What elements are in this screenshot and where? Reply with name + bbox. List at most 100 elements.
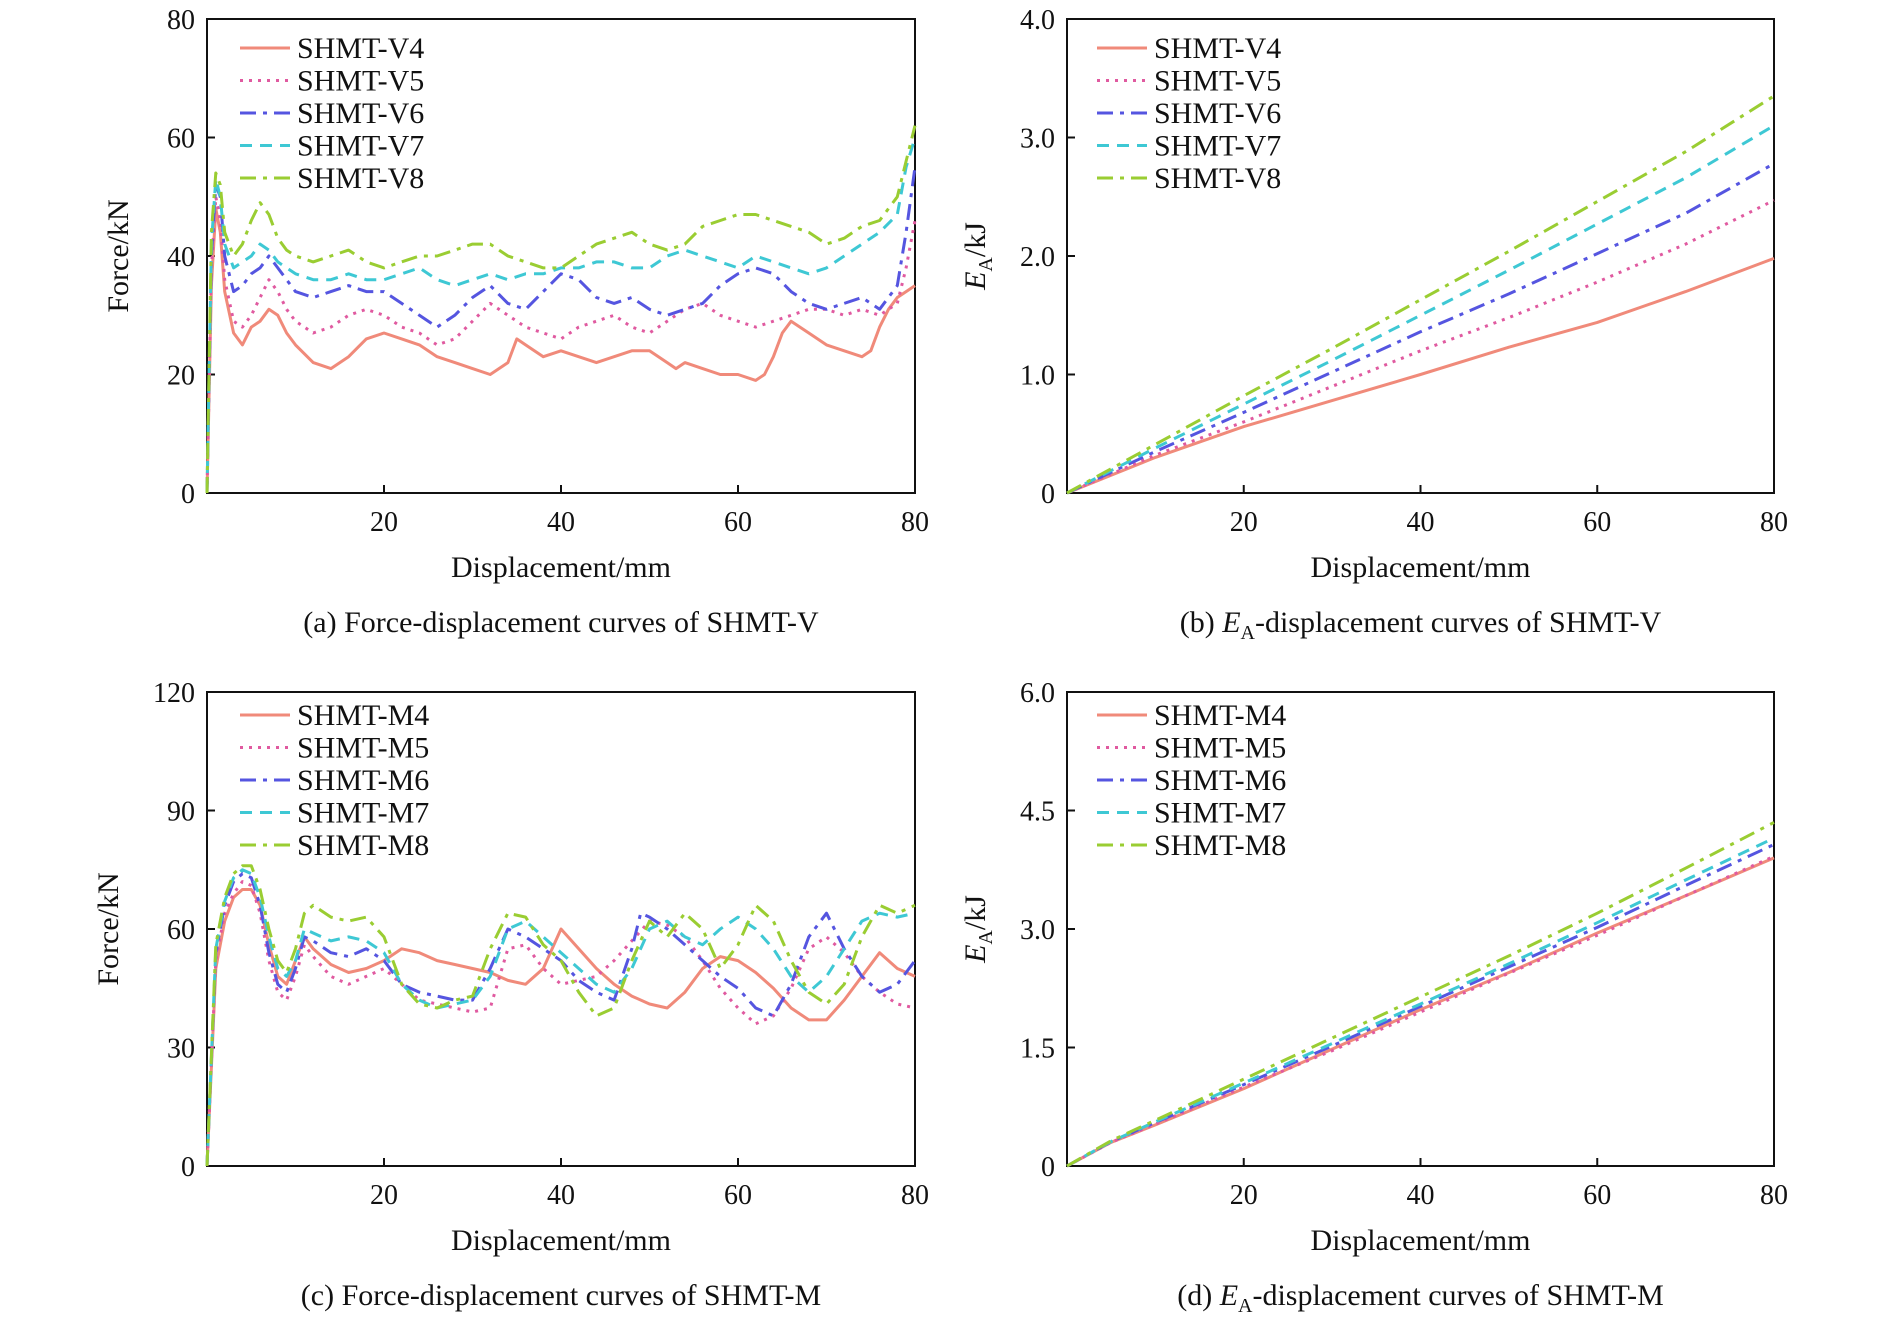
y-tick-label: 0 [181,1152,195,1183]
series-line-shmt-v4 [1066,256,1775,495]
legend-label: SHMT-V6 [1154,97,1281,130]
y-tick-label: 2.0 [1020,242,1055,273]
x-axis-title: Displacement/mm [451,551,671,584]
x-tick-label: 60 [1583,507,1611,538]
series-line-shmt-m4 [1066,856,1775,1168]
panel-caption: (c) Force-displacement curves of SHMT-M [301,1279,821,1312]
y-tick-label: 0 [1041,1152,1055,1183]
series-line-shmt-v7 [205,137,917,494]
legend-label: SHMT-V5 [297,65,424,98]
series-line-shmt-v8 [205,125,917,494]
y-tick-label: 30 [167,1034,195,1065]
legend-label: SHMT-M5 [297,732,429,765]
x-axis-title: Displacement/mm [451,1224,671,1257]
label-text: -displacement curves of SHMT-V [1255,606,1662,639]
x-tick-label: 80 [901,1180,929,1211]
series-line-shmt-m8 [205,864,916,1167]
label-text: /kJ [959,222,992,257]
x-tick-label: 40 [547,507,575,538]
y-tick-label: 6.0 [1020,678,1055,709]
legend-label: SHMT-M8 [297,829,429,862]
symbol-e: E [1219,1279,1238,1312]
series-line-shmt-m7 [205,868,916,1167]
series-line-shmt-v8 [1066,94,1775,495]
chart-panel-c: 20 40 60 80 0 30 60 90 120 Displacement/mm Force/k… [92,678,929,1312]
y-tick-label: 0 [1041,479,1055,510]
y-tick-label: 60 [167,915,195,946]
series-line-shmt-m8 [1066,821,1775,1168]
y-axis-title: EA/kJ [959,895,997,964]
y-tick-label: 0 [181,479,195,510]
legend-label: SHMT-M4 [1154,699,1286,732]
panel-caption: (b) EA-displacement curves of SHMT-V [1180,606,1662,644]
legend-label: SHMT-M7 [297,797,429,830]
subscript-a: A [975,930,997,945]
y-tick-label: 4.0 [1020,5,1055,36]
y-axis-title: EA/kJ [959,222,997,291]
x-tick-label: 40 [547,1180,575,1211]
x-tick-label: 80 [901,507,929,538]
legend-label: SHMT-V5 [1154,65,1281,98]
legend-label: SHMT-M4 [297,699,429,732]
x-tick-label: 20 [370,507,398,538]
symbol-e: E [1221,606,1240,639]
legend-label: SHMT-V4 [1154,32,1281,65]
subscript-a: A [975,257,997,272]
chart-panel-d: 20 40 60 8001.53.04.56.0Displacement/mmEA/k… [959,678,1788,1317]
legend-label: SHMT-M6 [1154,764,1286,797]
x-tick-label: 80 [1760,1180,1788,1211]
y-axis-title: Force/kN [92,872,125,985]
legend-label: SHMT-V6 [297,97,424,130]
x-tick-label: 60 [724,507,752,538]
symbol-e: E [959,945,992,964]
x-tick-label: 60 [724,1180,752,1211]
label-text: /kJ [959,895,992,930]
label-text: (b) [1180,606,1222,639]
series-line-shmt-m6 [205,872,917,1167]
subscript-a: A [1238,1295,1253,1317]
legend-label: SHMT-M5 [1154,732,1286,765]
x-tick-label: 20 [1230,1180,1258,1211]
series-line-shmt-v5 [1066,198,1775,495]
panel-caption: (a) Force-displacement curves of SHMT-V [303,606,819,639]
y-tick-label: 1.0 [1020,361,1055,392]
y-tick-label: 3.0 [1020,915,1055,946]
x-tick-label: 40 [1407,1180,1435,1211]
chart-panel-a: 20 40 60 80 0 20 40 60 80 Displacement/mm Force/kN… [102,5,929,639]
y-tick-label: 120 [153,678,195,709]
x-axis-title: Displacement/mm [1311,551,1531,584]
legend-label: SHMT-M6 [297,764,429,797]
panel-caption: (d) EA-displacement curves of SHMT-M [1177,1279,1664,1317]
label-text: -displacement curves of SHMT-M [1252,1279,1663,1312]
series-line-shmt-v6 [205,166,917,494]
y-tick-label: 80 [167,5,195,36]
x-tick-label: 60 [1583,1180,1611,1211]
legend-label: SHMT-V4 [297,32,424,65]
series-line-shmt-m4 [205,888,916,1167]
series-line-shmt-m7 [1066,836,1775,1168]
y-tick-label: 90 [167,797,195,828]
y-tick-label: 4.5 [1020,797,1055,828]
x-axis-title: Displacement/mm [1311,1224,1531,1257]
legend-label: SHMT-M7 [1154,797,1286,830]
series-line-shmt-v5 [205,195,917,494]
symbol-e: E [959,272,992,291]
subscript-a: A [1241,622,1256,644]
label-text: (d) [1177,1279,1219,1312]
series-line-shmt-v6 [1066,162,1775,495]
legend-label: SHMT-V7 [297,130,424,163]
y-tick-label: 60 [167,124,195,155]
x-tick-label: 40 [1407,507,1435,538]
legend-label: SHMT-V8 [1154,162,1281,195]
y-tick-label: 3.0 [1020,124,1055,155]
y-tick-label: 40 [167,242,195,273]
series-line-shmt-v4 [205,207,916,494]
y-tick-label: 1.5 [1020,1034,1055,1065]
y-tick-label: 20 [167,361,195,392]
legend-label: SHMT-M8 [1154,829,1286,862]
